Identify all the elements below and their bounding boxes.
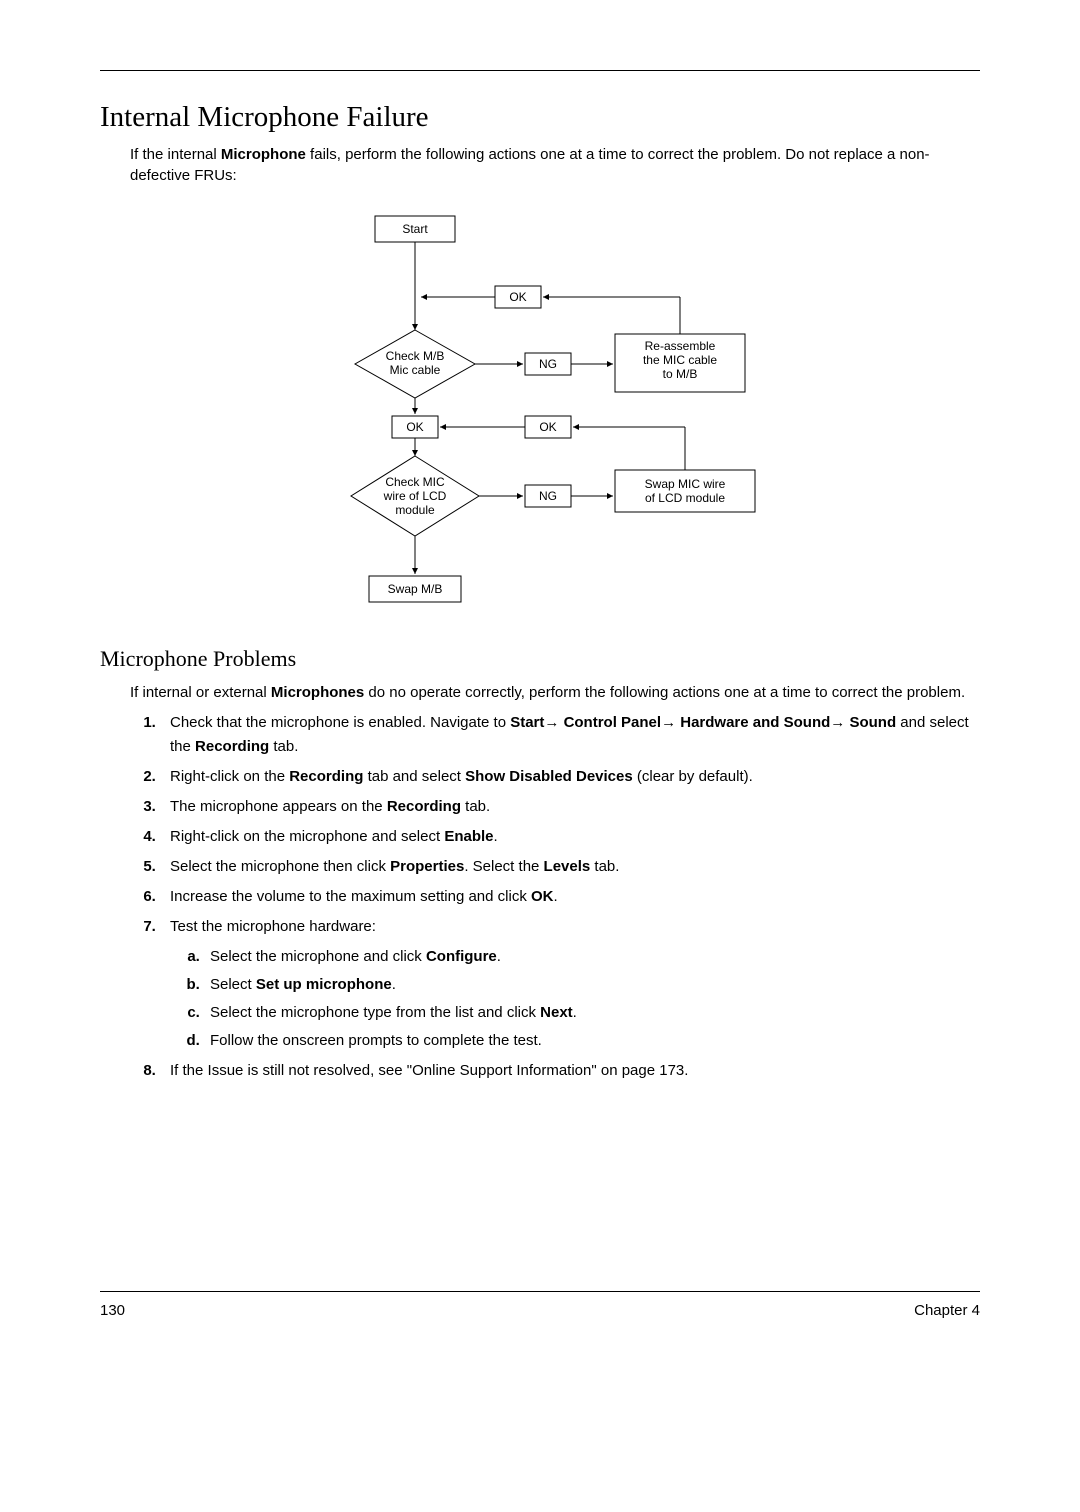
text: Select the microphone and click bbox=[210, 948, 426, 965]
step-6: Increase the volume to the maximum setti… bbox=[160, 885, 980, 909]
svg-text:module: module bbox=[395, 503, 435, 517]
section-1-body: If the internal Microphone fails, perfor… bbox=[130, 144, 980, 616]
rule-bottom bbox=[100, 1291, 980, 1292]
steps-list: Check that the microphone is enabled. Na… bbox=[130, 711, 980, 1083]
text-bold: Show Disabled Devices bbox=[465, 768, 633, 785]
text: tab. bbox=[269, 738, 298, 755]
svg-text:OK: OK bbox=[406, 420, 423, 434]
page-footer: 130 Chapter 4 bbox=[100, 1302, 980, 1319]
text: . bbox=[554, 888, 558, 905]
section-2-body: If internal or external Microphones do n… bbox=[130, 682, 980, 1083]
heading-microphone-problems: Microphone Problems bbox=[100, 646, 980, 672]
intro-paragraph-2: If internal or external Microphones do n… bbox=[130, 682, 980, 703]
rule-top bbox=[100, 70, 980, 71]
text: Test the microphone hardware: bbox=[170, 918, 376, 935]
step-2: Right-click on the Recording tab and sel… bbox=[160, 765, 980, 789]
text-bold: Configure bbox=[426, 948, 497, 965]
svg-text:the MIC cable: the MIC cable bbox=[643, 353, 717, 367]
svg-text:of LCD module: of LCD module bbox=[645, 491, 725, 505]
flowchart: Start OK Check M/B Mic cable NG bbox=[335, 206, 775, 616]
text-bold: Start bbox=[510, 714, 544, 731]
text: The microphone appears on the bbox=[170, 798, 387, 815]
text-bold: Next bbox=[540, 1004, 573, 1021]
text-bold: Set up microphone bbox=[256, 976, 392, 993]
svg-text:wire of LCD: wire of LCD bbox=[383, 489, 447, 503]
text: Select bbox=[210, 976, 256, 993]
substep-d: Follow the onscreen prompts to complete … bbox=[204, 1029, 980, 1053]
step-8: If the Issue is still not resolved, see … bbox=[160, 1059, 980, 1083]
text: tab. bbox=[461, 798, 490, 815]
spacer bbox=[100, 1091, 980, 1291]
page: Internal Microphone Failure If the inter… bbox=[0, 0, 1080, 1369]
text: If the Issue is still not resolved, see … bbox=[170, 1062, 688, 1079]
text: . bbox=[573, 1004, 577, 1021]
svg-text:OK: OK bbox=[539, 420, 556, 434]
heading-internal-mic-failure: Internal Microphone Failure bbox=[100, 101, 980, 134]
text: Right-click on the bbox=[170, 768, 289, 785]
text-bold: Recording bbox=[195, 738, 269, 755]
arrow-icon: → bbox=[830, 714, 849, 731]
text: tab and select bbox=[363, 768, 465, 785]
text: Select the microphone then click bbox=[170, 858, 390, 875]
text: Follow the onscreen prompts to complete … bbox=[210, 1032, 542, 1049]
text-bold: Levels bbox=[544, 858, 591, 875]
text: Select the microphone type from the list… bbox=[210, 1004, 540, 1021]
text: Check that the microphone is enabled. Na… bbox=[170, 714, 510, 731]
arrow-icon: → bbox=[544, 714, 563, 731]
text-bold: Sound bbox=[849, 714, 896, 731]
text: . bbox=[392, 976, 396, 993]
chapter-label: Chapter 4 bbox=[914, 1302, 980, 1319]
arrow-icon: → bbox=[661, 714, 680, 731]
svg-text:Start: Start bbox=[402, 222, 428, 236]
text-bold: Microphones bbox=[271, 684, 364, 701]
text: . Select the bbox=[464, 858, 543, 875]
svg-text:Swap MIC wire: Swap MIC wire bbox=[645, 477, 726, 491]
svg-text:Check M/B: Check M/B bbox=[386, 349, 445, 363]
substeps-list: Select the microphone and click Configur… bbox=[170, 945, 980, 1053]
text: Right-click on the microphone and select bbox=[170, 828, 444, 845]
text: (clear by default). bbox=[633, 768, 753, 785]
intro-paragraph-1: If the internal Microphone fails, perfor… bbox=[130, 144, 980, 186]
text: . bbox=[494, 828, 498, 845]
text-bold: Control Panel bbox=[564, 714, 662, 731]
substep-c: Select the microphone type from the list… bbox=[204, 1001, 980, 1025]
text-bold: Properties bbox=[390, 858, 464, 875]
flowchart-wrap: Start OK Check M/B Mic cable NG bbox=[130, 206, 980, 616]
text-bold: Hardware and Sound bbox=[680, 714, 830, 731]
text: tab. bbox=[590, 858, 619, 875]
svg-text:Check MIC: Check MIC bbox=[385, 475, 445, 489]
text: Increase the volume to the maximum setti… bbox=[170, 888, 531, 905]
svg-text:OK: OK bbox=[509, 290, 526, 304]
text-bold: Enable bbox=[444, 828, 493, 845]
svg-text:Swap M/B: Swap M/B bbox=[388, 582, 443, 596]
step-7: Test the microphone hardware: Select the… bbox=[160, 915, 980, 1053]
text-bold: Recording bbox=[289, 768, 363, 785]
text: do no operate correctly, perform the fol… bbox=[364, 684, 965, 701]
svg-text:Mic cable: Mic cable bbox=[390, 363, 441, 377]
svg-text:to M/B: to M/B bbox=[663, 367, 698, 381]
substep-a: Select the microphone and click Configur… bbox=[204, 945, 980, 969]
text: . bbox=[497, 948, 501, 965]
step-4: Right-click on the microphone and select… bbox=[160, 825, 980, 849]
svg-text:NG: NG bbox=[539, 357, 557, 371]
text-bold: Recording bbox=[387, 798, 461, 815]
svg-text:NG: NG bbox=[539, 489, 557, 503]
text-bold: OK bbox=[531, 888, 554, 905]
step-1: Check that the microphone is enabled. Na… bbox=[160, 711, 980, 759]
text: If internal or external bbox=[130, 684, 271, 701]
substep-b: Select Set up microphone. bbox=[204, 973, 980, 997]
step-3: The microphone appears on the Recording … bbox=[160, 795, 980, 819]
step-5: Select the microphone then click Propert… bbox=[160, 855, 980, 879]
page-number: 130 bbox=[100, 1302, 125, 1319]
svg-text:Re-assemble: Re-assemble bbox=[645, 339, 716, 353]
text: If the internal bbox=[130, 146, 221, 163]
text-bold: Microphone bbox=[221, 146, 306, 163]
